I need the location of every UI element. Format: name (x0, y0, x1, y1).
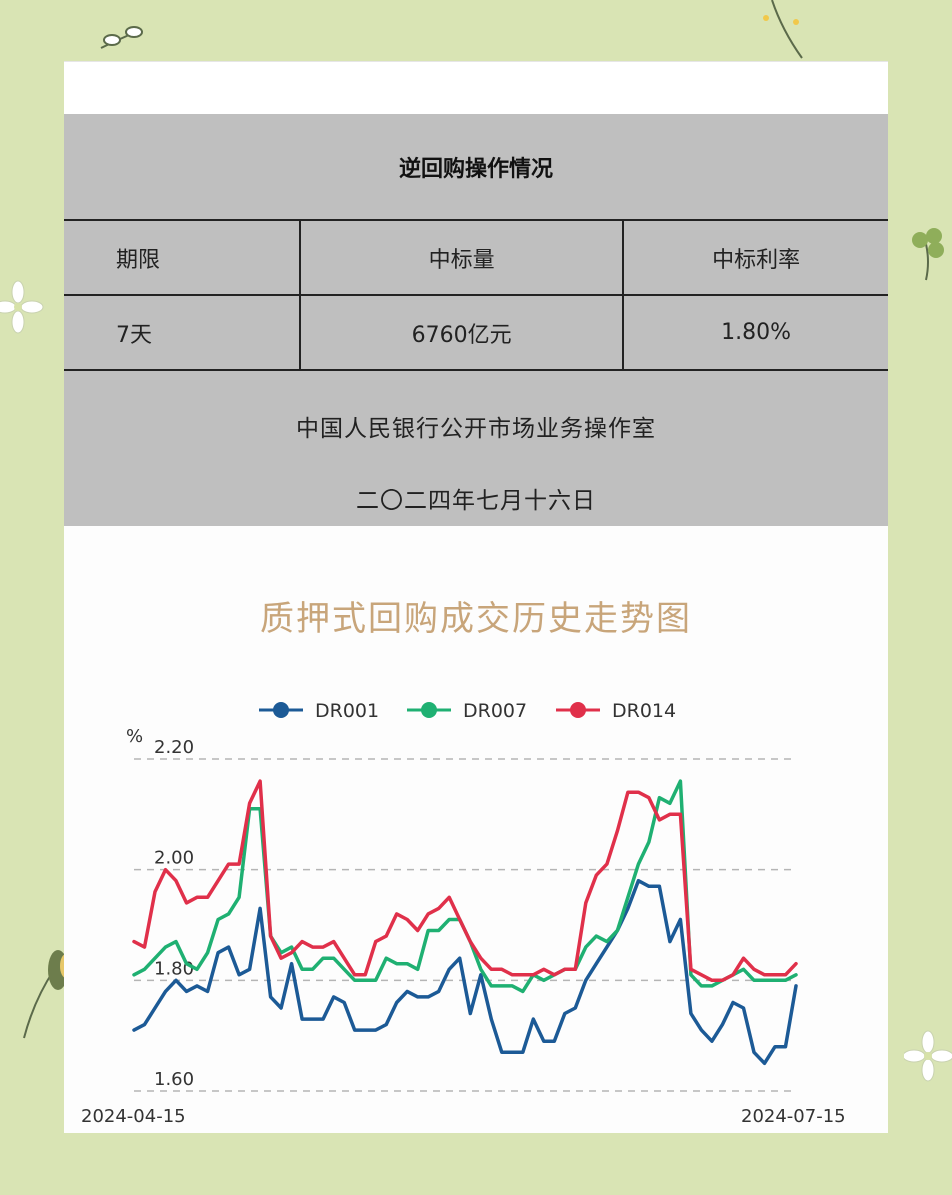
repo-rate-line-chart: 1.60 1.80 2.00 2.20% DR001 DR007 DR014 (126, 700, 798, 1092)
table-header-row: 期限 中标量 中标利率 (64, 219, 888, 296)
cell-amount: 6760亿元 (299, 294, 624, 371)
y-tick-label-1: 1.80 (154, 958, 194, 979)
legend-label-dr001: DR001 (315, 700, 379, 722)
leaf-sprig-icon (100, 26, 143, 49)
legend-marker-dr001 (273, 702, 289, 718)
table-row: 7天 6760亿元 1.80% (64, 294, 888, 371)
x-end-label: 2024-07-15 (741, 1106, 846, 1127)
y-axis-label: % (126, 726, 143, 747)
white-flower-icon-2 (904, 1030, 952, 1082)
legend-marker-dr007 (421, 702, 437, 718)
operation-table: 期限 中标量 中标利率 7天 6760亿元 1.80% (64, 219, 888, 371)
y-tick-label-0: 1.60 (154, 1069, 194, 1090)
legend-label-dr007: DR007 (463, 700, 527, 722)
content-card: 逆回购操作情况 期限 中标量 中标利率 7天 6760亿元 1.80% 中国人民… (64, 61, 888, 1133)
cell-term: 7天 (64, 294, 301, 371)
legend-marker-dr014 (570, 702, 586, 718)
issuer-name: 中国人民银行公开市场业务操作室 (296, 416, 656, 442)
header-amount: 中标量 (299, 219, 624, 296)
legend-label-dr014: DR014 (612, 700, 676, 722)
twig-icon (763, 0, 803, 59)
operation-notice: 逆回购操作情况 期限 中标量 中标利率 7天 6760亿元 1.80% 中国人民… (64, 114, 888, 526)
cell-rate: 1.80% (622, 294, 888, 371)
y-tick-label-2: 2.00 (154, 848, 194, 869)
chart-title: 质押式回购成交历史走势图 (260, 599, 692, 639)
y-tick-label-3: 2.20 (154, 737, 194, 758)
x-start-label: 2024-04-15 (81, 1106, 186, 1127)
header-term: 期限 (64, 219, 301, 296)
clover-icon (912, 228, 944, 281)
top-strip (64, 61, 888, 115)
issue-date: 二〇二四年七月十六日 (356, 488, 596, 514)
notice-title: 逆回购操作情况 (398, 155, 553, 182)
white-flower-icon (0, 280, 44, 334)
leaf-icon (23, 950, 70, 1039)
header-rate: 中标利率 (622, 219, 888, 296)
series-line-dr001 (132, 878, 798, 1066)
series-line-dr014 (132, 779, 798, 983)
